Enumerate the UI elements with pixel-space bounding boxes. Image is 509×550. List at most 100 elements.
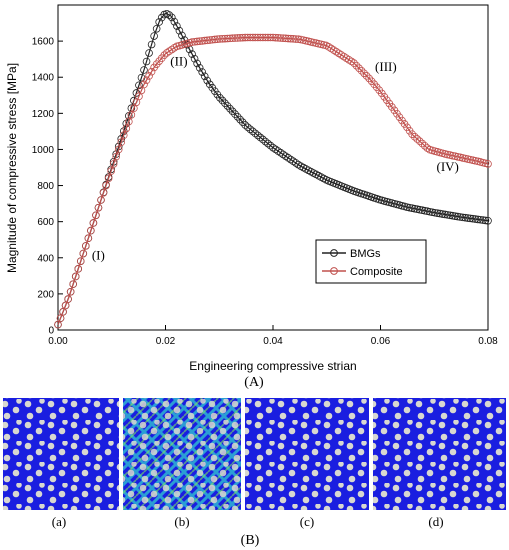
y-tick-label: 200 xyxy=(37,289,54,300)
data-point xyxy=(216,93,224,102)
data-point xyxy=(362,72,371,80)
data-point xyxy=(140,80,148,89)
series-layer xyxy=(54,9,492,329)
data-point xyxy=(160,51,169,60)
data-point xyxy=(188,50,196,58)
data-point xyxy=(347,57,356,66)
data-point xyxy=(170,17,179,26)
data-point xyxy=(261,137,270,146)
data-point xyxy=(233,34,242,42)
data-point xyxy=(264,33,272,42)
legend-label-bmgs: BMGs xyxy=(350,248,381,260)
data-point xyxy=(251,129,260,138)
data-point xyxy=(92,211,100,220)
data-point xyxy=(261,33,270,42)
panel-b xyxy=(123,398,241,510)
panel-d-particles xyxy=(373,398,506,510)
data-point xyxy=(188,38,196,46)
data-point xyxy=(458,213,467,222)
data-point xyxy=(420,141,429,150)
data-point xyxy=(69,280,77,288)
x-tick-label: 0.08 xyxy=(478,336,498,347)
data-point xyxy=(289,35,298,43)
data-point xyxy=(223,102,232,110)
data-point xyxy=(112,152,120,161)
data-point xyxy=(94,203,103,212)
data-point xyxy=(410,204,419,213)
data-point xyxy=(294,35,303,43)
panel-b-label: (b) xyxy=(174,514,189,529)
data-point xyxy=(84,234,93,243)
data-point xyxy=(236,115,244,124)
data-point xyxy=(200,72,209,81)
panel-d xyxy=(373,398,506,510)
panel-d-label: (d) xyxy=(428,514,443,529)
data-point xyxy=(150,32,158,40)
data-point xyxy=(61,301,70,310)
data-point xyxy=(147,67,156,76)
data-point xyxy=(410,132,419,141)
data-point xyxy=(408,130,416,138)
panel-a-particles xyxy=(3,398,119,510)
data-point xyxy=(248,127,257,136)
caption-a: (A) xyxy=(244,375,264,390)
data-point xyxy=(408,204,416,212)
data-point xyxy=(56,314,65,323)
data-point xyxy=(71,272,80,281)
y-tick-label: 1600 xyxy=(32,37,55,48)
data-point xyxy=(418,206,427,215)
data-point xyxy=(350,59,358,67)
data-point xyxy=(461,213,470,222)
data-point xyxy=(221,99,229,108)
data-point xyxy=(276,34,285,42)
y-tick-label: 1200 xyxy=(32,109,55,120)
data-point xyxy=(357,66,366,75)
data-point xyxy=(228,107,237,116)
data-point xyxy=(140,66,148,74)
data-point xyxy=(125,117,133,126)
data-point xyxy=(74,265,83,273)
data-point xyxy=(420,206,429,215)
data-point xyxy=(218,96,227,105)
data-point xyxy=(198,68,206,76)
plot-area: 0.00 0.02 0.04 0.06 0.08 0 200 400 600 800 1000 120… xyxy=(32,4,498,347)
x-tick-label: 0.02 xyxy=(156,336,176,347)
data-point xyxy=(281,34,290,43)
data-point xyxy=(405,203,414,212)
data-point xyxy=(352,61,361,70)
panel-a xyxy=(3,398,119,510)
data-point xyxy=(109,160,118,168)
y-tick-label: 600 xyxy=(37,217,54,228)
data-point xyxy=(223,34,232,43)
legend-box xyxy=(315,239,427,284)
data-point xyxy=(228,34,237,43)
data-point xyxy=(145,49,153,57)
data-point xyxy=(241,33,249,42)
data-point xyxy=(456,213,464,221)
data-point xyxy=(238,33,247,42)
data-point xyxy=(152,24,161,33)
data-point xyxy=(213,35,222,43)
data-point xyxy=(441,210,449,219)
data-point xyxy=(415,205,424,214)
data-point xyxy=(173,22,181,30)
data-point xyxy=(256,133,265,142)
data-point xyxy=(79,249,88,258)
data-point xyxy=(218,34,227,43)
x-axis-title: Engineering compressive strian xyxy=(189,359,356,373)
legend: BMGs Composite xyxy=(315,239,427,284)
legend-marker-bmgs xyxy=(330,249,338,257)
data-point xyxy=(453,212,462,221)
data-point xyxy=(216,35,224,43)
data-point xyxy=(248,33,257,42)
data-point xyxy=(231,34,239,42)
data-point xyxy=(426,207,434,216)
data-point xyxy=(479,216,487,224)
annotation-label: (II) xyxy=(170,53,187,68)
data-point xyxy=(360,69,368,78)
data-point xyxy=(259,33,267,42)
data-point xyxy=(168,13,176,22)
data-point xyxy=(279,34,287,42)
data-point xyxy=(137,73,146,82)
